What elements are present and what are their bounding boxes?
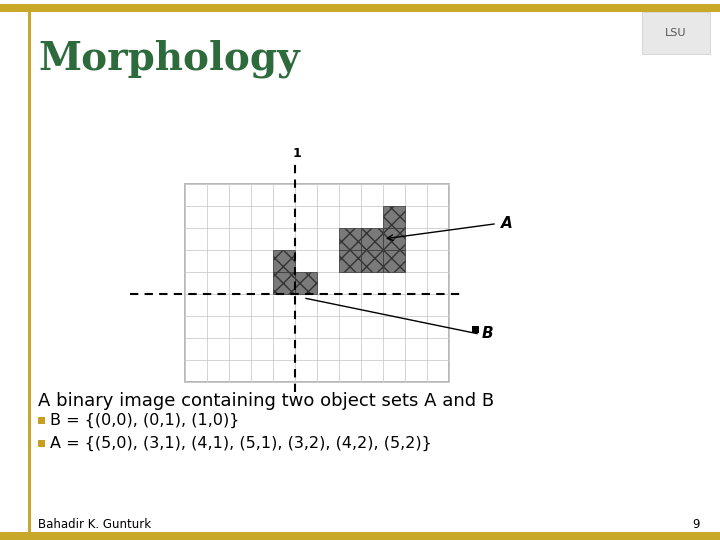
Bar	[383, 250, 405, 272]
Bar	[361, 250, 383, 272]
Bar	[339, 250, 361, 272]
Text: B: B	[482, 326, 494, 341]
Text: 1: 1	[292, 147, 302, 160]
Bar	[273, 250, 295, 272]
Bar	[0, 4, 720, 12]
Text: A = {(5,0), (3,1), (4,1), (5,1), (3,2), (4,2), (5,2)}: A = {(5,0), (3,1), (4,1), (5,1), (3,2), …	[50, 436, 432, 451]
Bar	[383, 206, 405, 228]
Bar	[642, 12, 710, 54]
Text: A: A	[501, 216, 513, 231]
Text: LSU: LSU	[665, 28, 687, 38]
Text: Morphology: Morphology	[38, 40, 300, 78]
Text: 9: 9	[693, 517, 700, 530]
Bar	[185, 184, 449, 382]
Text: B = {(0,0), (0,1), (1,0)}: B = {(0,0), (0,1), (1,0)}	[50, 413, 239, 428]
Bar	[295, 272, 317, 294]
Bar	[38, 440, 45, 447]
Bar	[339, 228, 361, 250]
Bar	[472, 326, 479, 333]
Text: A binary image containing two object sets A and B: A binary image containing two object set…	[38, 392, 494, 410]
Bar	[383, 228, 405, 250]
Bar	[0, 532, 720, 540]
Bar	[28, 12, 31, 532]
Bar	[273, 272, 295, 294]
Bar	[361, 228, 383, 250]
Bar	[38, 417, 45, 424]
Text: Bahadir K. Gunturk: Bahadir K. Gunturk	[38, 517, 151, 530]
